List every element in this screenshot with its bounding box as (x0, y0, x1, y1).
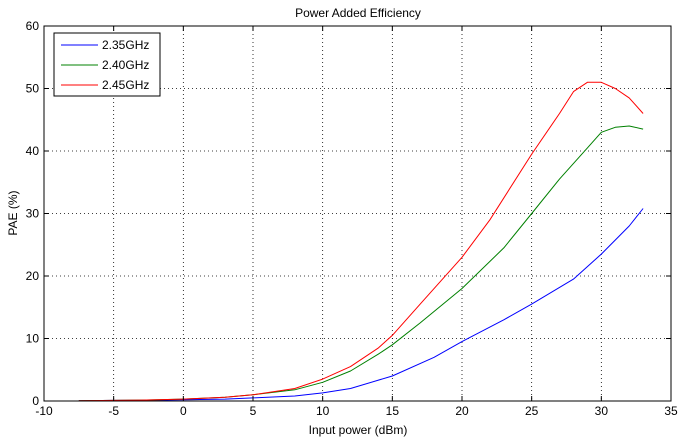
series-group (78, 81, 644, 402)
axis-ticks: -10 -5 0 5 10 15 20 25 30 35 0 10 20 30 40 50 60 (26, 19, 678, 418)
x-tick-label: 5 (250, 404, 257, 418)
x-tick-label: 30 (595, 404, 609, 418)
x-tick-label: 0 (180, 404, 187, 418)
series-line (78, 81, 644, 402)
x-tick-label: 20 (455, 404, 469, 418)
y-tick-label: 10 (26, 332, 40, 346)
y-tick-label: 30 (26, 207, 40, 221)
x-tick-label: -5 (108, 404, 119, 418)
series-line (78, 208, 644, 402)
legend-label: 2.35GHz (102, 38, 149, 52)
y-tick-label: 20 (26, 269, 40, 283)
y-tick-label: 60 (26, 19, 40, 33)
legend-label: 2.40GHz (102, 58, 149, 72)
chart-title: Power Added Efficiency (295, 6, 421, 20)
x-axis-label: Input power (dBm) (309, 423, 408, 437)
x-tick-label: 25 (525, 404, 539, 418)
y-tick-label: 50 (26, 82, 40, 96)
x-tick-label: 15 (386, 404, 400, 418)
x-tick-label: 10 (316, 404, 330, 418)
legend: 2.35GHz 2.40GHz 2.45GHz (53, 32, 161, 97)
x-tick-label: -10 (35, 404, 53, 418)
y-tick-label: 40 (26, 144, 40, 158)
x-tick-label: 35 (664, 404, 678, 418)
legend-label: 2.45GHz (102, 78, 149, 92)
y-tick-label: 0 (32, 394, 39, 408)
y-axis-label: PAE (%) (6, 190, 20, 235)
